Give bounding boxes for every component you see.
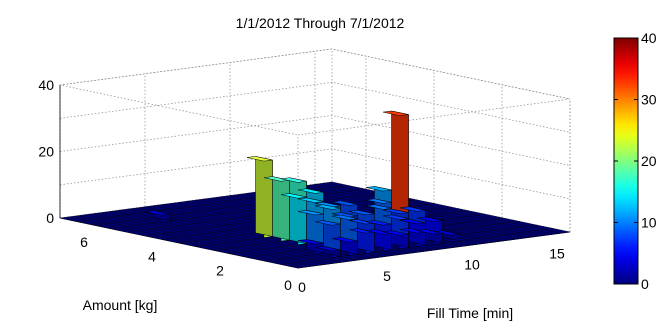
bar	[382, 230, 409, 249]
z-tick-label: 0	[46, 210, 54, 226]
colorbar-tick-label: 40	[641, 30, 657, 46]
colorbar: 0 10 20 30 40	[613, 30, 657, 292]
colorbar-tick-label: 10	[641, 215, 657, 231]
bar	[348, 228, 375, 254]
bar	[382, 110, 409, 226]
bar	[433, 230, 460, 243]
floor-tile	[544, 228, 571, 234]
z-tick-label: 20	[38, 144, 54, 160]
x-tick-label: 5	[383, 268, 391, 284]
bar	[280, 193, 307, 245]
y-axis-label: Amount [kg]	[83, 297, 158, 313]
bar	[331, 237, 358, 256]
tick-labels: 0 5 10 15 0 2 4 6 0 20 40	[38, 77, 565, 295]
x-axis-label: Fill Time [min]	[427, 305, 513, 321]
y-tick-label: 4	[148, 248, 156, 264]
z-tick-label: 40	[38, 77, 54, 93]
bar	[314, 245, 341, 258]
colorbar-tick-label: 20	[641, 153, 657, 169]
y-tick-label: 6	[80, 234, 88, 250]
chart-title: 1/1/2012 Through 7/1/2012	[236, 15, 405, 31]
y-tick-label: 2	[216, 263, 224, 279]
bar	[416, 229, 443, 245]
x-tick-label: 10	[464, 257, 480, 273]
x-tick-label: 15	[549, 245, 565, 261]
colorbar-tick-label: 30	[641, 92, 657, 108]
bar	[365, 229, 392, 252]
bar	[399, 228, 426, 247]
x-tick-label: 0	[298, 279, 306, 295]
bar	[246, 156, 273, 238]
bar	[144, 210, 171, 223]
bars-group	[144, 110, 460, 258]
y-tick-label: 0	[284, 277, 292, 293]
colorbar-tick-label: 0	[641, 276, 649, 292]
